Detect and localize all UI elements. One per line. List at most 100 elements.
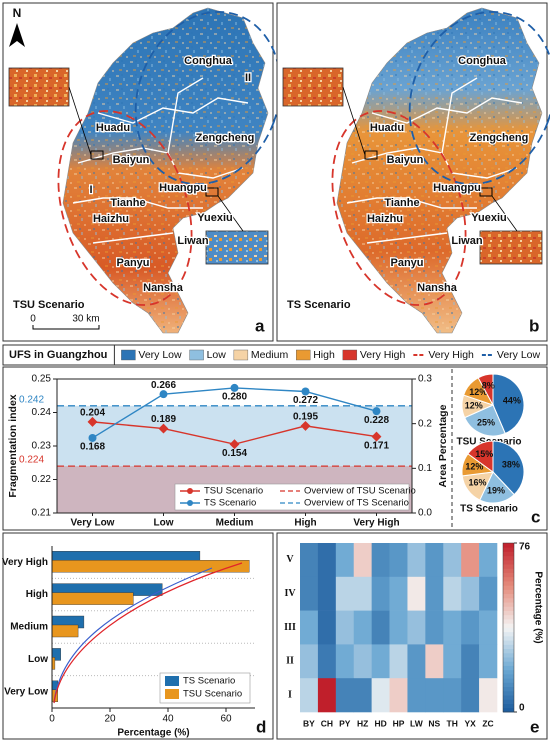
colorbar-tick-label: 76: [519, 542, 531, 553]
colorbar-segment: [503, 690, 514, 696]
colorbar-segment: [503, 665, 514, 671]
heat-cell: [300, 644, 319, 679]
heat-cell: [335, 610, 355, 645]
panel-frame: [2, 532, 274, 740]
heat-cell: [353, 576, 372, 611]
north-label: N: [13, 6, 22, 20]
marker: [372, 407, 381, 416]
district-label: Huangpu: [159, 182, 207, 194]
legend-label: Very Low: [497, 349, 541, 361]
legend-label: Overview of TSU Scenario: [304, 486, 416, 497]
data-label: 0.168: [80, 442, 105, 453]
zone-very-high: [331, 110, 467, 306]
colorbar-tick-label: 0: [519, 703, 525, 714]
heat-cell: [407, 610, 426, 645]
heat-cell: [371, 678, 390, 713]
y-tick-label: III: [284, 622, 296, 633]
heat-cell: [389, 678, 408, 713]
heat-cell: [389, 576, 408, 611]
heat-cell: [425, 644, 444, 679]
heat-cell: [335, 644, 355, 679]
colorbar-segment: [503, 699, 514, 704]
district-label: Tianhe: [384, 197, 419, 209]
heat-cell: [371, 543, 390, 578]
marker: [300, 420, 311, 431]
colorbar-segment: [503, 627, 514, 633]
district-label: Haizhu: [93, 213, 129, 225]
colorbar-segment: [503, 606, 514, 611]
inset-left: [8, 67, 70, 107]
district-label: I: [89, 184, 92, 196]
y2-tick-label: 0.3: [418, 374, 432, 385]
colorbar-segment: [503, 576, 514, 582]
data-label: 0.272: [293, 395, 318, 406]
x-tick-label: YX: [464, 718, 476, 728]
legend-label: TSU Scenario: [183, 689, 242, 700]
pie-slice: [477, 373, 494, 406]
district-boundary: [371, 97, 523, 124]
x-tick-label: BY: [303, 718, 315, 728]
data-label: 0.195: [293, 412, 318, 423]
map-texture: [337, 8, 542, 333]
colorbar-segment: [503, 678, 514, 683]
data-label: 0.154: [222, 448, 247, 459]
district-label: II: [245, 72, 251, 84]
map-panel: Conghua Huadu Zengcheng Baiyun Huangpu Tianhe…: [276, 2, 550, 342]
pie-label: 12%: [465, 400, 483, 410]
pie-slice: [464, 404, 506, 437]
x-tick-label: PY: [339, 718, 351, 728]
y-tick-label: High: [26, 589, 48, 600]
x-tick-label: High: [294, 518, 316, 529]
district-boundary: [441, 77, 478, 154]
y-tick-label: 0.21: [32, 508, 52, 519]
heat-cell: [407, 678, 426, 713]
heat-cell: [425, 576, 444, 611]
colorbar-segment: [503, 657, 514, 662]
colorbar-segment: [503, 682, 514, 688]
colorbar-segment: [503, 585, 514, 590]
y-tick-label: Very Low: [4, 686, 48, 697]
trend-curve: [53, 562, 243, 704]
y-tick-label: 0.25: [32, 374, 52, 385]
y2-tick-label: 0.1: [418, 463, 432, 474]
heat-cell: [479, 644, 498, 679]
scenario-label: TS Scenario: [287, 299, 351, 311]
heat-cell: [353, 610, 372, 645]
colorbar-segment: [503, 644, 514, 650]
legend-label: Medium: [251, 349, 289, 361]
district-label: Tianhe: [110, 197, 145, 209]
heat-cell: [371, 644, 390, 679]
colorbar-segment: [503, 597, 514, 603]
legend-marker: [187, 500, 193, 506]
pie-label: 8%: [482, 381, 495, 391]
panel-frame: [2, 366, 548, 531]
y-tick-label: V: [286, 554, 294, 565]
heat-cell: [443, 610, 462, 645]
district-label: Zengcheng: [470, 132, 529, 144]
heat-cell: [389, 644, 408, 679]
data-label: 0.189: [151, 414, 176, 425]
legend-label: Very High: [428, 349, 474, 361]
heat-cell: [389, 610, 408, 645]
colorbar-segment: [503, 631, 514, 637]
reference-label: 0.224: [19, 455, 44, 466]
heat-cell: [479, 576, 498, 611]
bar: [51, 624, 79, 638]
colorbar-segment: [503, 593, 514, 599]
y2-axis-title: Area Percentage: [437, 404, 449, 487]
district-label: Panyu: [116, 257, 149, 269]
colorbar-segment: [503, 673, 514, 679]
heat-cell: [479, 543, 498, 578]
district-label: Huadu: [370, 122, 404, 134]
district-label: Yuexiu: [197, 212, 232, 224]
colorbar-frame: [502, 542, 515, 713]
colorbar-segment: [503, 648, 514, 654]
x-tick-label: Medium: [216, 518, 254, 529]
y-tick-label: 0.22: [32, 474, 52, 485]
heat-cell: [461, 576, 480, 611]
heat-cell: [371, 610, 390, 645]
heat-cell: [479, 610, 498, 645]
north-arrow: [9, 23, 25, 47]
colorbar-segment: [503, 686, 514, 692]
x-tick-label: ZC: [482, 718, 493, 728]
